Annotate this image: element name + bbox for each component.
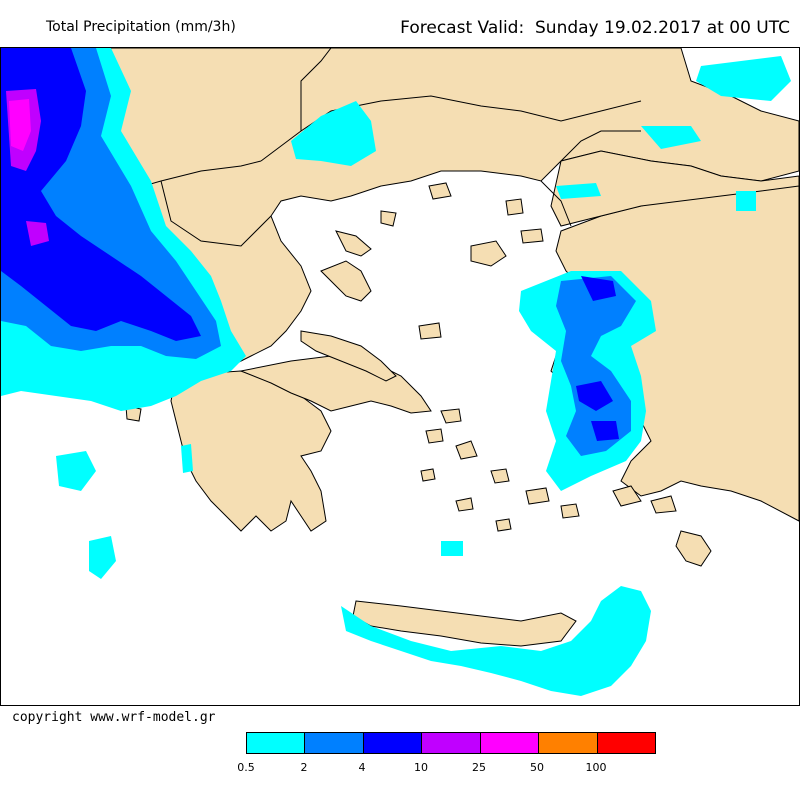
legend-swatch-3 [422, 733, 481, 753]
legend-swatch-1 [305, 733, 364, 753]
legend-swatch-2 [363, 733, 423, 753]
legend-swatch-4 [480, 733, 540, 753]
copyright-label: copyright www.wrf-model.gr [12, 710, 216, 725]
legend-label: 50 [530, 761, 544, 774]
product-title: Total Precipitation (mm/3h) [46, 19, 236, 35]
forecast-valid-label: Forecast Valid: Sunday 19.02.2017 at 00 … [400, 18, 790, 38]
legend-swatch-5 [539, 733, 598, 753]
legend-labels: 0.5 2 4 10 25 50 100 [0, 761, 800, 777]
legend-swatch-0 [247, 733, 306, 753]
precipitation-map [0, 47, 800, 706]
legend-label: 0.5 [237, 761, 255, 774]
legend-label: 10 [414, 761, 428, 774]
precipitation-layer [1, 48, 791, 696]
legend-swatch-6 [597, 733, 655, 753]
precipitation-legend [246, 732, 656, 754]
legend-label: 25 [472, 761, 486, 774]
legend-label: 100 [585, 761, 607, 774]
legend-label: 2 [300, 761, 308, 774]
legend-label: 4 [358, 761, 366, 774]
